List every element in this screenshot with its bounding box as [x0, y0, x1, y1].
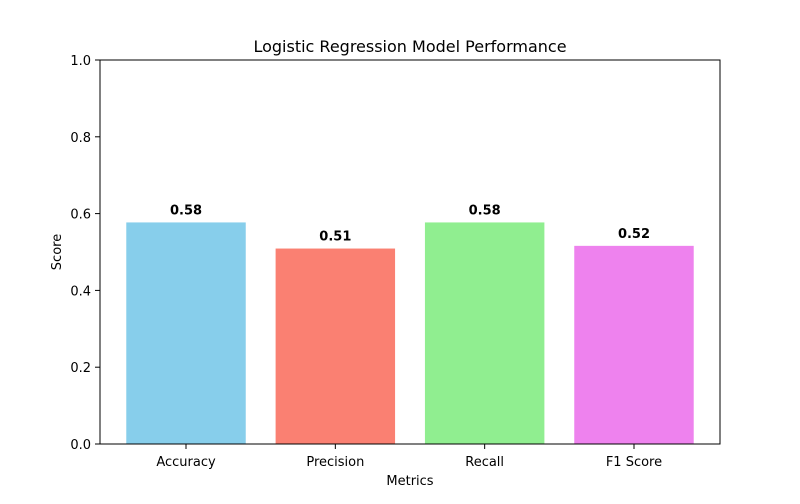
- y-tick-label-2: 0.4: [70, 284, 91, 299]
- y-tick-label-5: 1.0: [70, 54, 91, 69]
- y-axis: 0.0 0.2 0.4 0.6 0.8 1.0: [70, 54, 100, 453]
- x-tick-label-precision: Precision: [306, 455, 364, 470]
- data-label-f1-score: 0.52: [618, 227, 650, 242]
- data-label-precision: 0.51: [319, 230, 351, 245]
- bar-f1-score: [574, 246, 693, 444]
- data-label-accuracy: 0.58: [170, 203, 202, 218]
- bar-recall: [425, 222, 544, 444]
- x-tick-label-accuracy: Accuracy: [156, 455, 216, 470]
- chart-title: Logistic Regression Model Performance: [253, 37, 566, 56]
- x-tick-label-recall: Recall: [465, 455, 504, 470]
- y-axis-title: Score: [50, 234, 65, 270]
- data-label-recall: 0.58: [469, 203, 501, 218]
- y-tick-label-0: 0.0: [70, 438, 91, 453]
- x-tick-label-f1-score: F1 Score: [606, 455, 662, 470]
- bars-group: [126, 222, 693, 444]
- y-tick-label-3: 0.6: [70, 208, 91, 223]
- x-axis: Accuracy Precision Recall F1 Score: [156, 444, 662, 470]
- y-tick-label-4: 0.8: [70, 131, 91, 146]
- bar-accuracy: [126, 222, 245, 444]
- bar-precision: [276, 249, 395, 444]
- y-tick-label-1: 0.2: [70, 361, 91, 376]
- x-axis-title: Metrics: [386, 474, 433, 489]
